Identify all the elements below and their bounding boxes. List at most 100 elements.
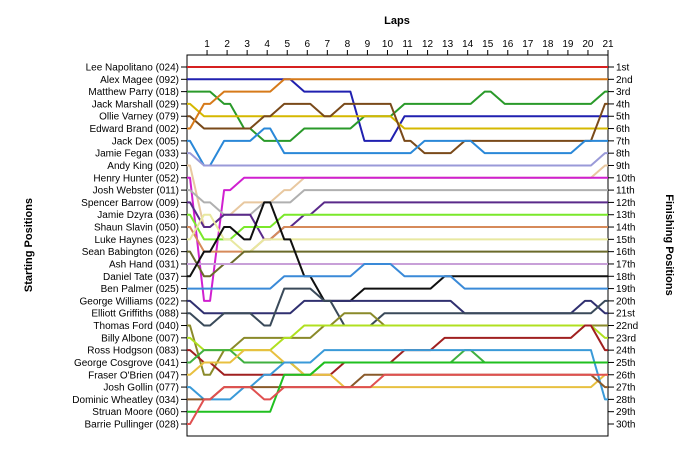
lap-tick-label: 19 — [562, 39, 574, 50]
series-line-19 — [187, 262, 608, 290]
series-line-21 — [187, 287, 608, 327]
finish-label: 24th — [616, 346, 635, 357]
start-label: Jamie Dzyra (036) — [97, 210, 179, 221]
finish-label: 6th — [616, 124, 630, 135]
start-label: Jack Dex (005) — [112, 136, 179, 147]
start-label: Fraser O'Brien (047) — [88, 370, 179, 381]
lap-tick-label: 4 — [264, 39, 270, 50]
series-line-13 — [187, 213, 608, 241]
finish-label: 22nd — [616, 321, 638, 332]
start-label: Thomas Ford (040) — [93, 321, 179, 332]
start-label: Ben Palmer (025) — [101, 284, 179, 295]
lap-tick-label: 17 — [522, 39, 534, 50]
series-line-5 — [187, 102, 608, 155]
finish-label: 30th — [616, 420, 635, 431]
series-line-29 — [187, 361, 608, 413]
plot-area — [186, 54, 609, 437]
series-line-7 — [187, 127, 608, 167]
lap-tick-label: 21 — [602, 39, 614, 50]
finish-label: 7th — [616, 136, 630, 147]
start-label: Spencer Barrow (009) — [81, 198, 179, 209]
series-line-15 — [187, 213, 608, 253]
lap-tick-label: 10 — [382, 39, 394, 50]
finish-label: 2nd — [616, 75, 633, 86]
plot-border — [186, 54, 609, 437]
start-label: Ollie Varney (079) — [99, 112, 179, 123]
finish-label: 15th — [616, 235, 635, 246]
lap-tick-label: 6 — [305, 39, 311, 50]
finish-label: 17th — [616, 259, 635, 270]
start-label: Billy Albone (007) — [101, 333, 179, 344]
finish-label: 27th — [616, 383, 635, 394]
lap-tick-label: 2 — [224, 39, 230, 50]
series-line-26 — [187, 349, 608, 389]
start-label: Elliott Griffiths (088) — [91, 309, 179, 320]
start-label: Daniel Tate (037) — [103, 272, 179, 283]
start-label: Shaun Slavin (050) — [94, 223, 179, 234]
lap-tick-label: 16 — [502, 39, 514, 50]
start-label: Lee Napolitano (024) — [86, 63, 179, 74]
start-label: Jack Marshall (029) — [92, 99, 179, 110]
finish-label: 5th — [616, 112, 630, 123]
finish-label: 9th — [616, 161, 630, 172]
series-line-24 — [187, 324, 608, 376]
x-axis-title: Laps — [384, 15, 410, 27]
starting-position-labels: Lee Napolitano (024)Alex Magee (092)Matt… — [72, 63, 187, 431]
lap-tick-label: 3 — [244, 39, 250, 50]
lap-tick-label: 15 — [482, 39, 494, 50]
lap-tick-label: 8 — [345, 39, 351, 50]
finish-label: 20th — [616, 296, 635, 307]
series-line-2 — [187, 78, 608, 142]
finish-label: 8th — [616, 149, 630, 160]
finish-label: 3rd — [616, 87, 630, 98]
lap-tick-label: 12 — [422, 39, 434, 50]
y-axis-title-left: Starting Positions — [23, 198, 35, 292]
finish-label: 16th — [616, 247, 635, 258]
finishing-position-labels: 1st2nd3rd4th5th6th7th8th9th10th11th12th1… — [608, 63, 638, 431]
lap-tick-label: 13 — [442, 39, 454, 50]
series-line-10 — [187, 176, 608, 302]
finish-label: 25th — [616, 358, 635, 369]
finish-label: 13th — [616, 210, 635, 221]
start-label: George Cosgrove (041) — [74, 358, 179, 369]
start-label: Luke Haynes (023) — [95, 235, 180, 246]
start-label: Jamie Fegan (033) — [95, 149, 179, 160]
y-axis-title-right: Finishing Positions — [663, 194, 675, 295]
finish-label: 18th — [616, 272, 635, 283]
lap-tick-label: 20 — [582, 39, 594, 50]
series-layer — [187, 66, 608, 425]
finish-label: 28th — [616, 395, 635, 406]
series-line-30 — [187, 373, 608, 425]
finish-label: 26th — [616, 370, 635, 381]
finish-label: 11th — [616, 186, 635, 197]
finish-label: 10th — [616, 173, 635, 184]
series-line-16 — [187, 250, 608, 278]
lap-ticks: 1 2 3 4 5 6 7 8 9 10 11 12 13 14 15 16 17 18 19 20 21 — [204, 39, 614, 55]
start-label: Josh Webster (011) — [93, 186, 179, 197]
lap-tick-label: 11 — [402, 39, 413, 50]
start-label: Josh Gollin (077) — [103, 383, 179, 394]
start-label: Ash Hand (031) — [109, 259, 179, 270]
start-label: Andy King (020) — [107, 161, 179, 172]
lap-tick-label: 7 — [325, 39, 331, 50]
lap-tick-label: 1 — [204, 39, 210, 50]
series-line-8 — [187, 152, 608, 167]
finish-label: 19th — [616, 284, 635, 295]
finish-label: 4th — [616, 99, 630, 110]
start-label: Alex Magee (092) — [100, 75, 179, 86]
lap-tick-label: 9 — [365, 39, 371, 50]
lap-tick-label: 18 — [542, 39, 554, 50]
lap-tick-label: 14 — [462, 39, 474, 50]
finish-label: 14th — [616, 223, 635, 234]
start-label: Henry Hunter (052) — [93, 173, 179, 184]
start-label: Edward Brand (002) — [90, 124, 180, 135]
series-line-27 — [187, 349, 608, 401]
series-line-11 — [187, 189, 608, 216]
series-line-6 — [187, 78, 608, 130]
finish-label: 12th — [616, 198, 635, 209]
finish-label: 23rd — [616, 333, 636, 344]
start-label: Dominic Wheatley (034) — [72, 395, 179, 406]
finish-label: 1st — [616, 63, 630, 74]
start-label: George Williams (022) — [80, 296, 179, 307]
